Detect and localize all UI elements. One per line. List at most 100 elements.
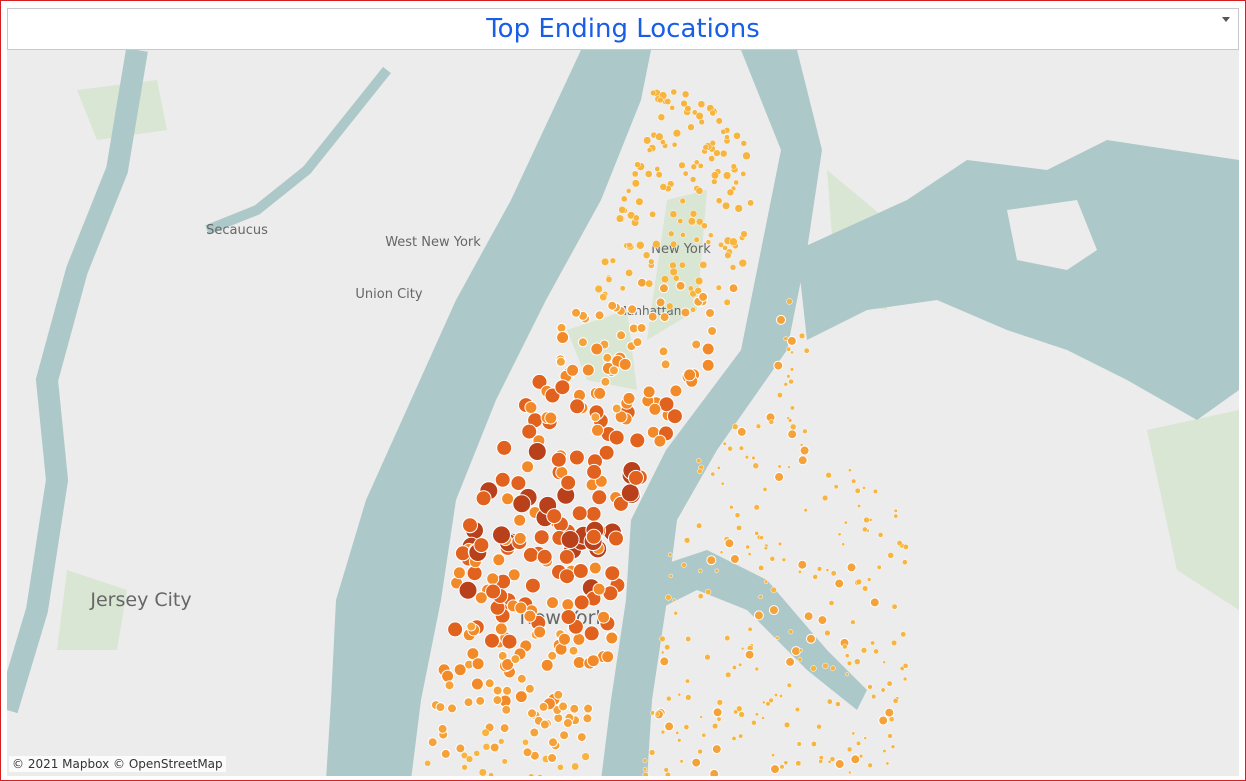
station-dot bbox=[701, 222, 708, 230]
station-dot bbox=[648, 749, 656, 756]
station-dot bbox=[744, 455, 750, 460]
station-dot bbox=[736, 426, 747, 437]
station-dot bbox=[711, 722, 719, 730]
station-dot bbox=[536, 548, 553, 565]
station-dot bbox=[799, 443, 804, 447]
station-dot bbox=[885, 761, 890, 766]
station-dot bbox=[698, 291, 709, 302]
station-dot bbox=[768, 605, 779, 616]
station-dot bbox=[699, 260, 708, 269]
station-dot bbox=[594, 284, 603, 294]
station-dot bbox=[481, 728, 490, 737]
station-dot bbox=[644, 170, 653, 178]
station-dot bbox=[652, 240, 661, 249]
station-dot bbox=[729, 237, 738, 247]
station-dot bbox=[632, 337, 643, 348]
station-dot bbox=[455, 743, 466, 754]
station-dot bbox=[695, 217, 704, 226]
station-dot bbox=[693, 159, 700, 166]
station-dot bbox=[747, 552, 752, 557]
station-dot bbox=[715, 117, 723, 125]
station-dot bbox=[666, 408, 683, 425]
station-dot bbox=[789, 367, 795, 372]
station-dot bbox=[723, 298, 731, 306]
station-dot bbox=[787, 418, 793, 423]
station-dot bbox=[494, 471, 511, 488]
station-dot bbox=[659, 656, 670, 667]
station-dot bbox=[608, 429, 625, 446]
station-dot bbox=[690, 306, 697, 313]
dropdown-arrow[interactable] bbox=[1222, 17, 1230, 22]
station-dot bbox=[776, 392, 783, 399]
station-dot bbox=[669, 267, 678, 277]
station-dot bbox=[684, 105, 692, 113]
station-dot bbox=[788, 629, 794, 635]
station-dot bbox=[559, 568, 575, 585]
station-dot bbox=[507, 568, 521, 582]
station-dot bbox=[732, 423, 739, 430]
station-dot bbox=[844, 653, 850, 659]
station-dot bbox=[862, 526, 868, 533]
station-dot bbox=[728, 283, 739, 294]
station-dot bbox=[648, 402, 662, 416]
station-dot bbox=[683, 724, 690, 730]
station-dot bbox=[786, 335, 797, 346]
station-dot bbox=[724, 134, 730, 141]
station-dot bbox=[516, 673, 527, 684]
station-dot bbox=[753, 504, 760, 511]
station-dot bbox=[715, 197, 723, 205]
station-dot bbox=[850, 754, 861, 765]
station-dot bbox=[696, 522, 703, 529]
station-dot bbox=[806, 633, 816, 644]
station-dot bbox=[751, 719, 757, 726]
station-dot bbox=[604, 565, 621, 582]
station-dot bbox=[627, 304, 638, 315]
station-dot bbox=[835, 701, 841, 707]
station-dot bbox=[608, 530, 624, 547]
place-label: Union City bbox=[355, 287, 422, 302]
station-dot bbox=[463, 697, 474, 708]
station-dot bbox=[747, 626, 753, 632]
map: Secaucus West New York Union City New Yo… bbox=[7, 50, 1239, 776]
station-dot bbox=[560, 609, 577, 625]
station-dot bbox=[869, 597, 880, 608]
station-dot bbox=[512, 494, 532, 514]
station-dot bbox=[851, 731, 856, 736]
station-dot bbox=[569, 398, 586, 415]
station-dot bbox=[626, 242, 633, 249]
station-dot bbox=[701, 732, 707, 738]
station-dot bbox=[734, 512, 741, 519]
station-dot bbox=[671, 141, 678, 148]
station-dot bbox=[524, 577, 541, 594]
station-dot bbox=[424, 759, 431, 767]
station-dot bbox=[716, 699, 723, 706]
station-dot bbox=[711, 744, 722, 755]
station-dot bbox=[609, 257, 617, 264]
station-dot bbox=[798, 332, 806, 340]
station-dot bbox=[729, 264, 737, 271]
station-dot bbox=[437, 723, 448, 734]
station-dot bbox=[586, 463, 603, 480]
station-dot bbox=[705, 588, 712, 596]
station-dot bbox=[708, 155, 716, 163]
station-dot bbox=[754, 666, 760, 672]
station-dot bbox=[689, 176, 697, 183]
station-dot bbox=[786, 346, 792, 352]
station-dot bbox=[539, 719, 550, 730]
station-dot bbox=[696, 458, 702, 464]
station-dot bbox=[492, 525, 511, 545]
station-dot bbox=[680, 307, 691, 318]
station-dot bbox=[794, 706, 800, 713]
station-dot bbox=[902, 676, 908, 682]
station-dot bbox=[585, 528, 602, 545]
station-dot bbox=[670, 240, 678, 248]
station-dot bbox=[724, 635, 731, 642]
station-dot bbox=[537, 774, 543, 776]
station-dot bbox=[768, 697, 774, 704]
station-dot bbox=[598, 444, 615, 461]
station-dot bbox=[710, 471, 716, 477]
station-dot bbox=[591, 489, 608, 506]
station-dot bbox=[645, 279, 654, 288]
station-dot bbox=[658, 396, 675, 413]
station-dot bbox=[893, 513, 899, 519]
